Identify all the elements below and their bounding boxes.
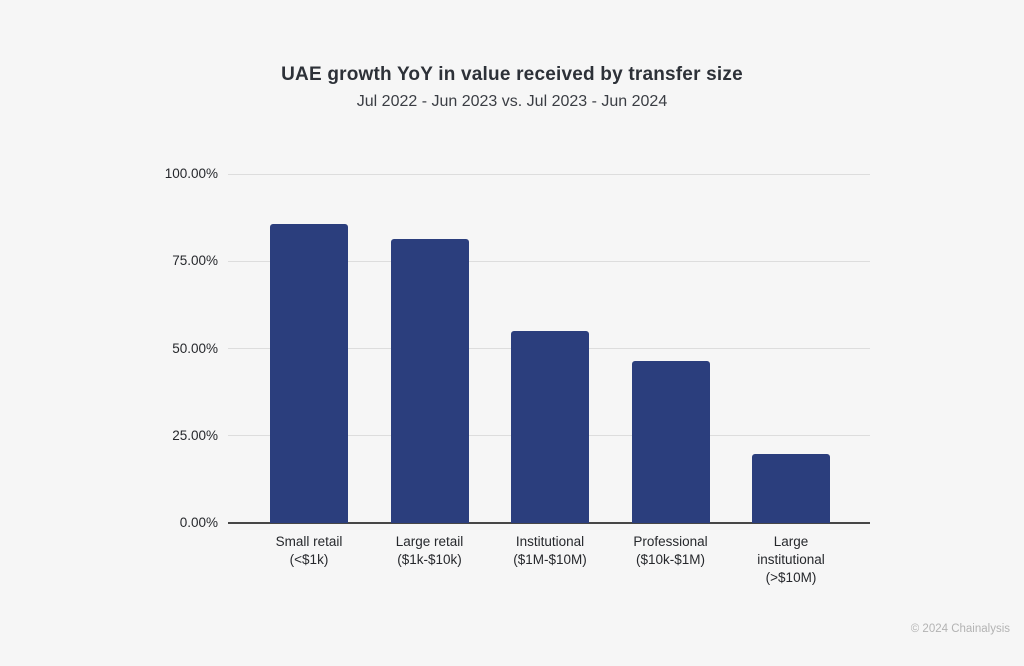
chart-subtitle: Jul 2022 - Jun 2023 vs. Jul 2023 - Jun 2… (356, 93, 668, 110)
gridline-75 (228, 260, 870, 262)
chart-title: UAE growth YoY in value received by tran… (281, 64, 743, 85)
x-axis-line (228, 522, 870, 524)
y-axis-tick-label: 75.00% (172, 253, 218, 269)
x-axis-category-label: Large institutional (>$10M) (757, 534, 825, 585)
x-axis-category-label: Institutional ($1M-$10M) (513, 534, 587, 567)
y-axis-tick-label: 50.00% (172, 340, 218, 356)
bar (511, 331, 589, 523)
gridline-100 (228, 173, 870, 175)
y-axis-tick-label: 100.00% (164, 166, 218, 181)
bar (752, 453, 830, 523)
bar (390, 238, 469, 523)
x-axis-category-label: Professional ($10k-$1M) (633, 534, 708, 567)
y-axis-tick-label: 25.00% (172, 427, 218, 443)
copyright-note: © 2024 Chainalysis (910, 623, 1010, 635)
plot-area: 0.00% 25.00% 50.00% 75.00% 100.00% Small reta… (165, 167, 870, 585)
y-axis-tick-label: 0.00% (179, 515, 218, 530)
x-axis-category-label: Large retail ($1k-$10k) (395, 534, 464, 567)
bar (270, 223, 348, 523)
bar (631, 361, 710, 523)
x-axis-category-label: Small retail (<$1k) (275, 534, 343, 567)
